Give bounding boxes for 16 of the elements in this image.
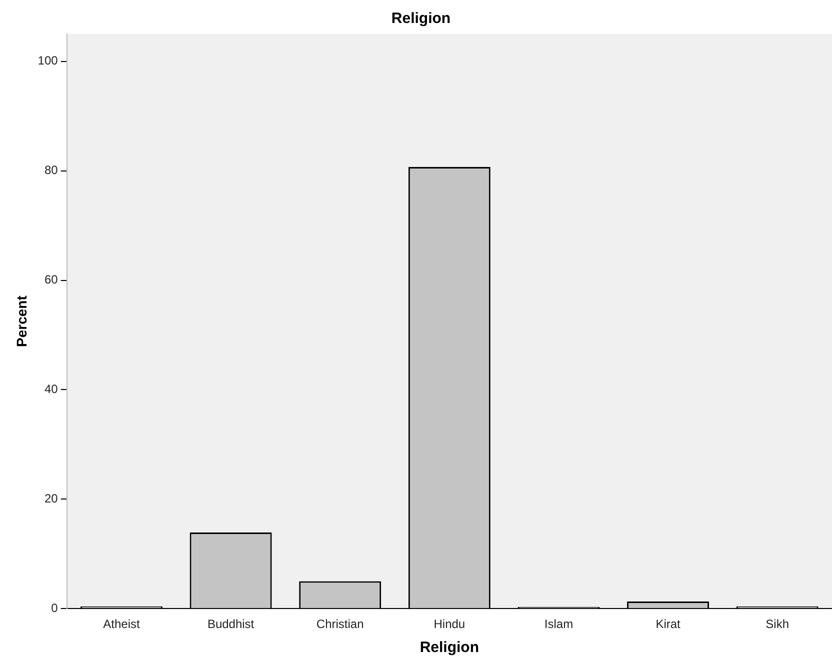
y-tick-label: 100 <box>38 54 58 68</box>
y-tick-label: 40 <box>44 382 58 396</box>
x-axis-title: Religion <box>420 639 479 656</box>
x-tick-label: Buddhist <box>207 617 255 632</box>
chart-title: Religion <box>391 10 451 28</box>
x-tick-label: Islam <box>544 617 574 632</box>
x-tick-label: Hindu <box>434 617 466 632</box>
x-tick-label: Sikh <box>766 617 790 632</box>
y-tick-label: 60 <box>44 272 58 287</box>
y-axis-title: Percent <box>13 295 30 347</box>
y-tick-label: 20 <box>44 491 58 506</box>
y-tick-label: 0 <box>51 600 58 615</box>
y-tick-label: 80 <box>44 163 58 178</box>
x-tick-label: Atheist <box>103 617 140 632</box>
x-tick-label: Kirat <box>656 617 682 632</box>
x-tick-label: Christian <box>316 617 364 632</box>
